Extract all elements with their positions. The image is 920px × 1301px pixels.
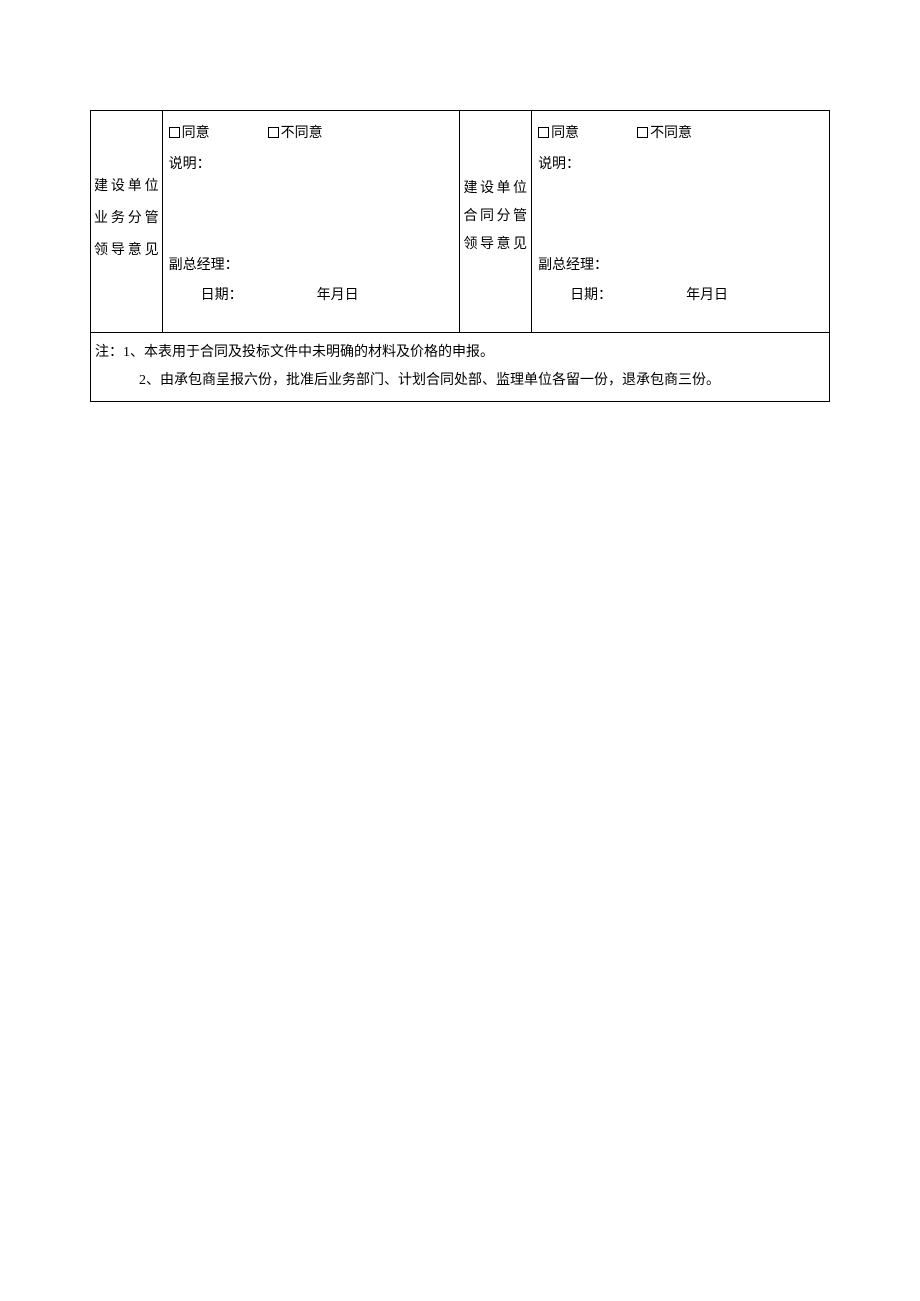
note-row: 注：1、本表用于合同及投标文件中未明确的材料及价格的申报。 2、由承包商呈报六份… (91, 333, 830, 402)
left-date-line: 日期： 年月日 (169, 281, 454, 312)
form-table-wrap: 建设单位业务分管领导意见 同意 不同意 说明： 副总经理： 日期： 年月日 建设单… (90, 110, 830, 402)
right-disagree-option[interactable]: 不同意 (637, 119, 692, 150)
note-line-1: 注：1、本表用于合同及投标文件中未明确的材料及价格的申报。 (95, 345, 494, 360)
note-cell: 注：1、本表用于合同及投标文件中未明确的材料及价格的申报。 2、由承包商呈报六份… (91, 333, 830, 402)
form-table: 建设单位业务分管领导意见 同意 不同意 说明： 副总经理： 日期： 年月日 建设单… (90, 110, 830, 402)
checkbox-icon (637, 127, 648, 138)
right-content-cell: 同意 不同意 说明： 副总经理： 日期： 年月日 (532, 111, 830, 333)
agree-label: 同意 (551, 126, 579, 141)
right-explain: 说明： (538, 150, 823, 181)
opinion-row: 建设单位业务分管领导意见 同意 不同意 说明： 副总经理： 日期： 年月日 建设单… (91, 111, 830, 333)
spacer (538, 181, 823, 251)
left-disagree-option[interactable]: 不同意 (268, 119, 323, 150)
left-checkbox-line: 同意 不同意 (169, 119, 454, 150)
disagree-label: 不同意 (281, 126, 323, 141)
left-agree-option[interactable]: 同意 (169, 119, 210, 150)
bottom-pad (169, 312, 454, 326)
left-header-text: 建设单位业务分管领导意见 (94, 179, 159, 258)
right-header-text: 建设单位合同分管领导意见 (463, 181, 528, 252)
left-content-cell: 同意 不同意 说明： 副总经理： 日期： 年月日 (162, 111, 460, 333)
note-line-2: 2、由承包商呈报六份，批准后业务部门、计划合同处部、监理单位各留一份，退承包商三… (95, 367, 825, 395)
checkbox-icon (538, 127, 549, 138)
left-deputy: 副总经理： (169, 251, 454, 282)
right-deputy: 副总经理： (538, 251, 823, 282)
right-date-line: 日期： 年月日 (538, 281, 823, 312)
left-header-cell: 建设单位业务分管领导意见 (91, 111, 163, 333)
date-label: 日期： (570, 288, 612, 303)
date-value: 年月日 (317, 288, 359, 303)
disagree-label: 不同意 (650, 126, 692, 141)
date-label: 日期： (201, 288, 243, 303)
right-agree-option[interactable]: 同意 (538, 119, 579, 150)
date-value: 年月日 (686, 288, 728, 303)
right-checkbox-line: 同意 不同意 (538, 119, 823, 150)
right-header-cell: 建设单位合同分管领导意见 (460, 111, 532, 333)
checkbox-icon (268, 127, 279, 138)
spacer (169, 181, 454, 251)
agree-label: 同意 (182, 126, 210, 141)
checkbox-icon (169, 127, 180, 138)
left-explain: 说明： (169, 150, 454, 181)
